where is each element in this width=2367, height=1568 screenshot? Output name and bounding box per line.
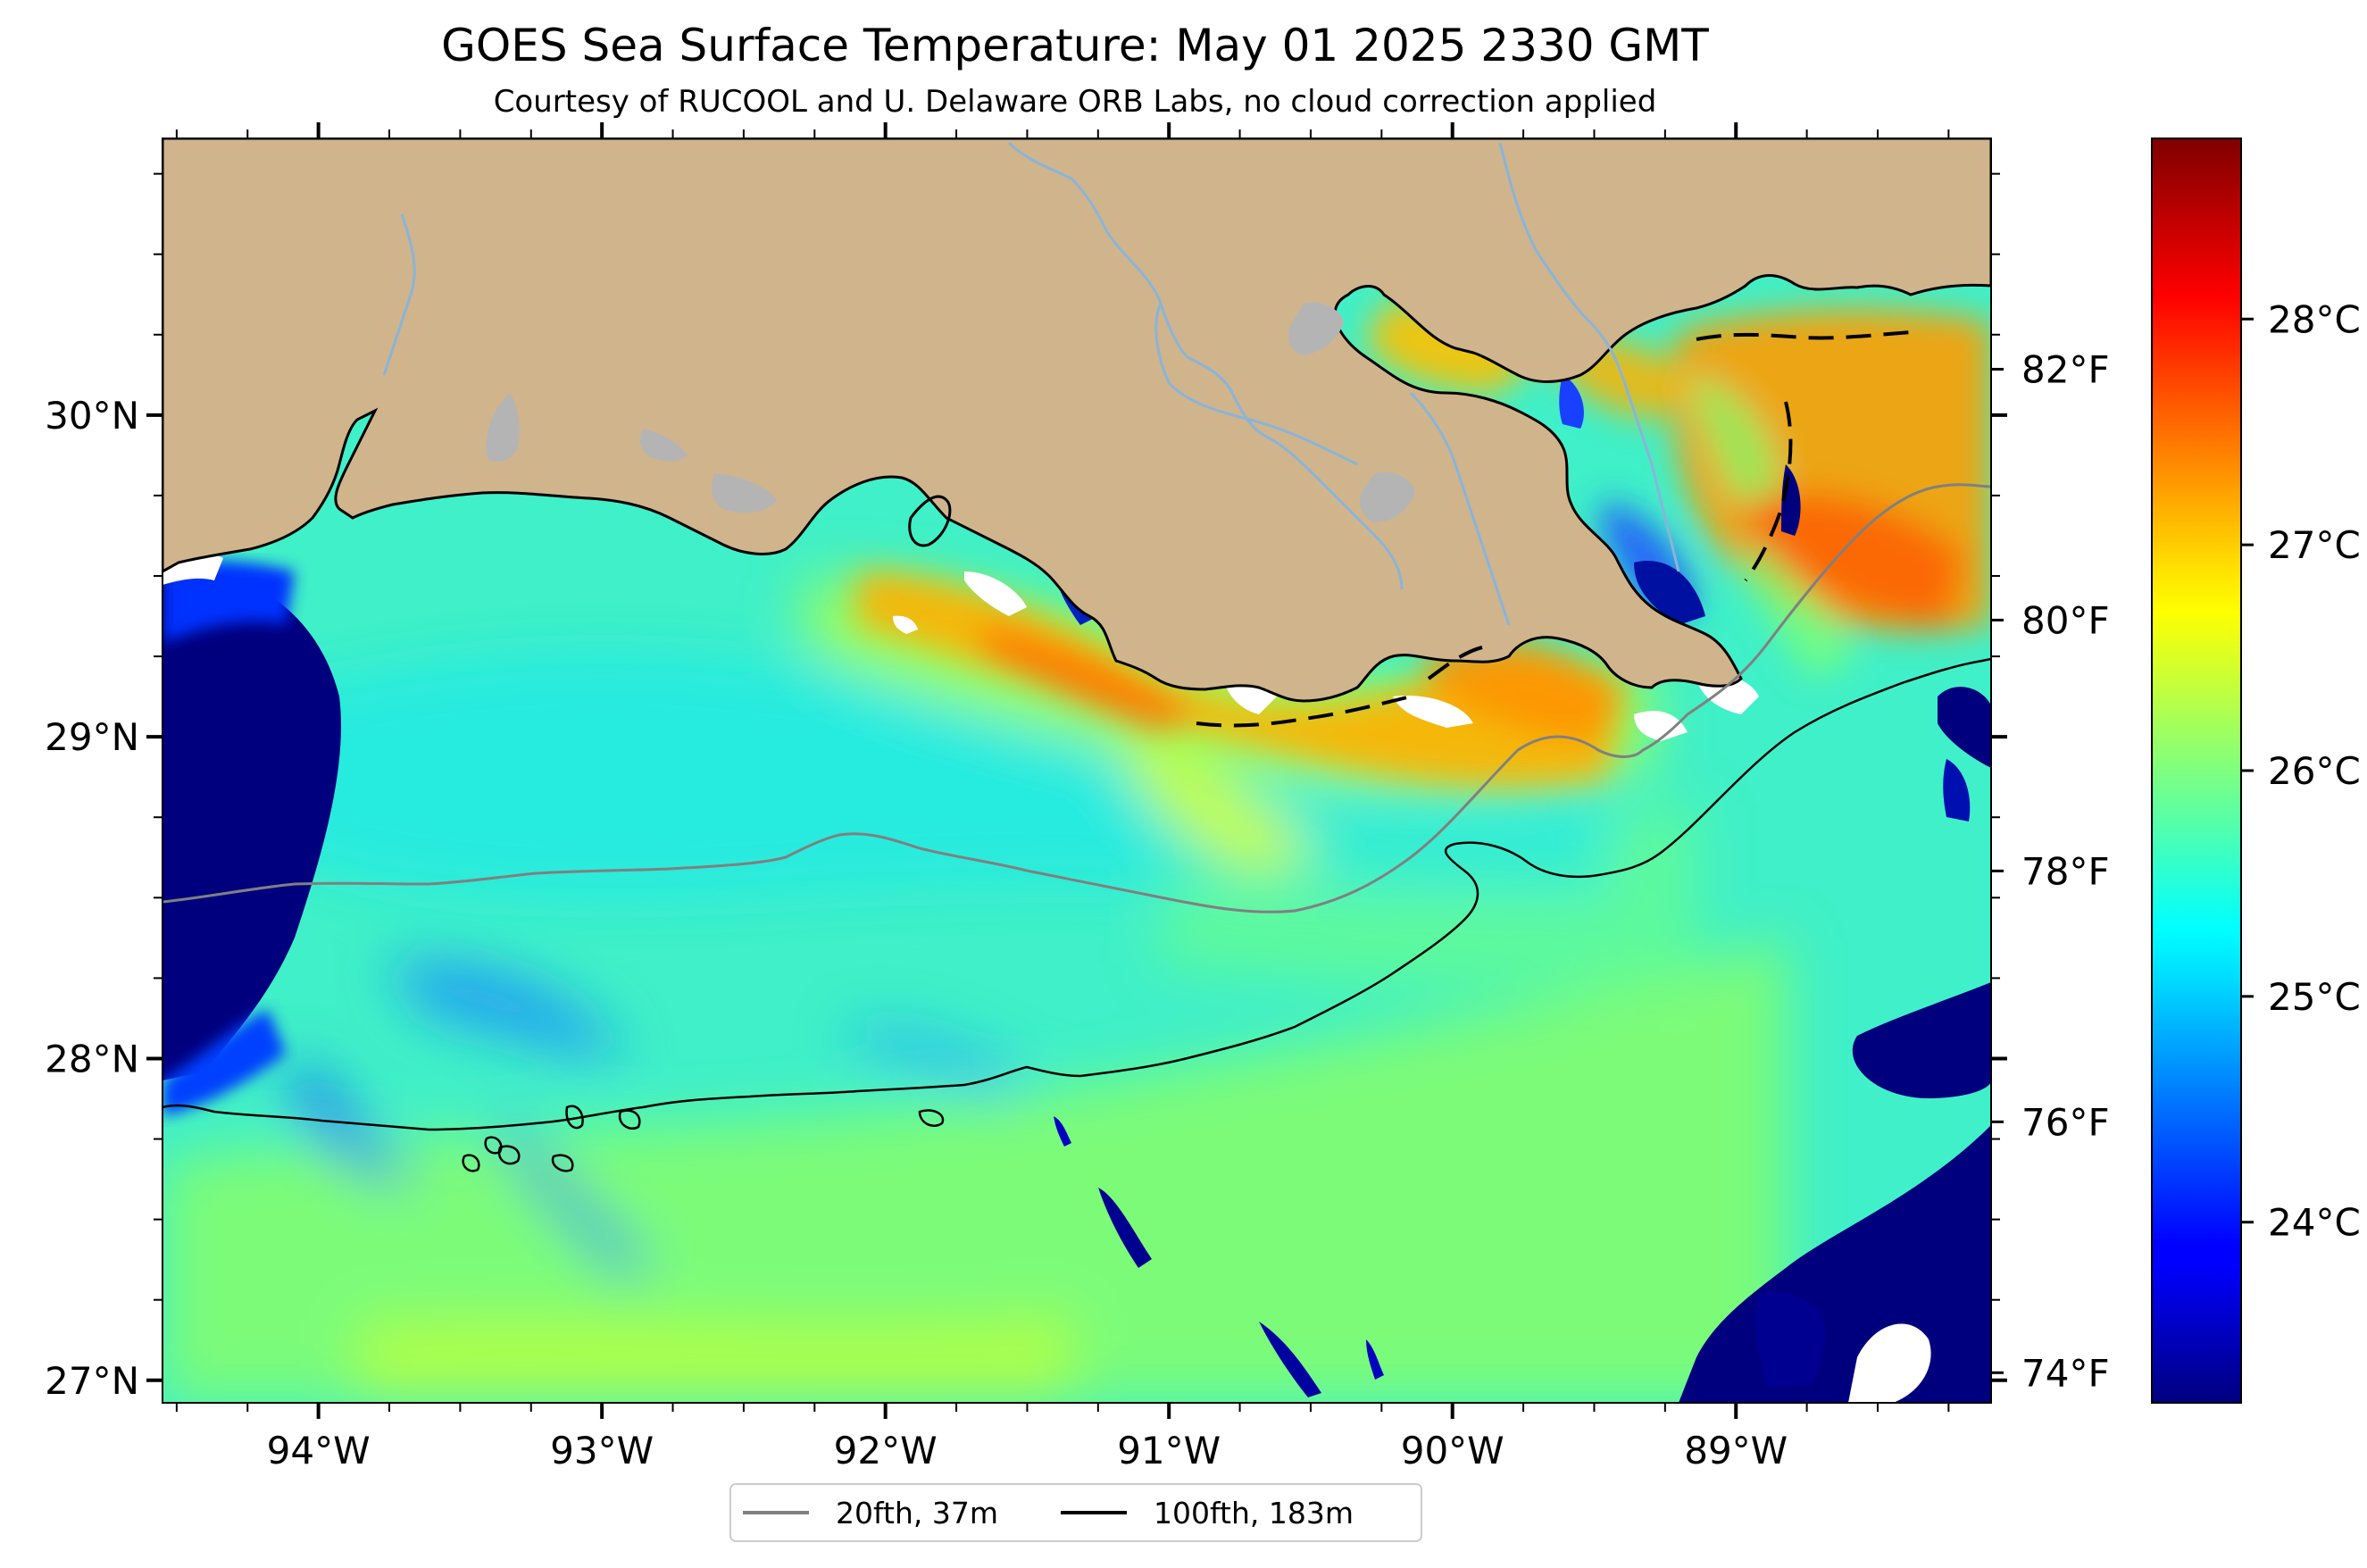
lakes bbox=[486, 302, 1415, 522]
colorbar-f-label: 82°F bbox=[2021, 347, 2110, 391]
legend-label-20fth: 20fth, 37m bbox=[836, 1496, 998, 1530]
lon-tick-label: 89°W bbox=[1684, 1429, 1788, 1472]
lat-tick-label: 29°N bbox=[45, 715, 139, 759]
longitude-ticks: 94°W 93°W 92°W 91°W 90°W 89°W bbox=[175, 122, 1950, 1472]
flower-garden-banks bbox=[462, 1105, 945, 1172]
colorbar-c-label: 26°C bbox=[2268, 749, 2361, 793]
colorbar-c-label: 28°C bbox=[2268, 297, 2361, 341]
colorbar-f-label: 80°F bbox=[2021, 598, 2110, 642]
colorbar-f-label: 78°F bbox=[2021, 849, 2110, 893]
land-mass bbox=[163, 138, 1991, 703]
isobath-20fth bbox=[163, 483, 1991, 913]
map-area bbox=[163, 138, 1991, 1403]
lon-tick-label: 91°W bbox=[1117, 1429, 1221, 1472]
colorbar-f-label: 74°F bbox=[2021, 1351, 2110, 1395]
colorbar-c-label: 27°C bbox=[2268, 523, 2361, 567]
legend-label-100fth: 100fth, 183m bbox=[1154, 1496, 1354, 1530]
lon-tick-label: 92°W bbox=[834, 1429, 938, 1472]
isobath-legend: 20fth, 37m 100fth, 183m bbox=[729, 1483, 1422, 1542]
colorbar-f-label: 76°F bbox=[2021, 1100, 2110, 1144]
lon-tick-label: 93°W bbox=[550, 1429, 654, 1472]
latitude-ticks: 30°N 29°N 28°N 27°N bbox=[45, 172, 2007, 1403]
map-title: GOES Sea Surface Temperature: May 01 202… bbox=[441, 20, 1709, 71]
colorbar-c-label: 24°C bbox=[2268, 1201, 2361, 1245]
colorbar-c-label: 25°C bbox=[2268, 975, 2361, 1019]
lat-tick-label: 30°N bbox=[45, 394, 139, 438]
coast-detail bbox=[908, 495, 952, 547]
isobath-100fth bbox=[163, 657, 1991, 1131]
lat-tick-label: 28°N bbox=[45, 1037, 139, 1080]
map-frame bbox=[162, 138, 1992, 1404]
lon-tick-label: 90°W bbox=[1401, 1429, 1504, 1472]
sst-field-cold bbox=[163, 375, 1991, 1403]
map-subtitle: Courtesy of RUCOOL and U. Delaware ORB L… bbox=[494, 84, 1657, 120]
colorbar-fahrenheit-ticks: 82°F 80°F 78°F 76°F 74°F bbox=[1991, 347, 2110, 1395]
colorbar-celsius-ticks: 28°C 27°C 26°C 25°C 24°C bbox=[2241, 297, 2361, 1245]
lon-tick-label: 94°W bbox=[267, 1429, 371, 1472]
lat-tick-label: 27°N bbox=[45, 1359, 139, 1403]
colorbar bbox=[2151, 138, 2242, 1404]
sst-field-nearshore bbox=[857, 302, 1991, 787]
rivers bbox=[382, 141, 1680, 626]
